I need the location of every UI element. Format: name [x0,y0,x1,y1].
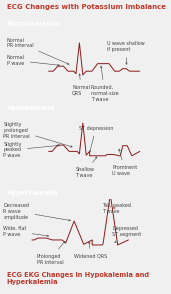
Text: Normokalemia: Normokalemia [7,21,61,27]
Text: ST depression: ST depression [79,126,113,152]
Text: Decreased
R wave
amplitude: Decreased R wave amplitude [3,203,70,221]
Text: Normal
QRS: Normal QRS [72,74,90,96]
Text: Slightly
prolonged
PR interval: Slightly prolonged PR interval [3,122,72,147]
Text: Slightly
peaked
P wave: Slightly peaked P wave [3,142,60,158]
Text: Depressed
ST segment: Depressed ST segment [112,226,142,243]
Text: Hyperkalemia: Hyperkalemia [7,190,58,196]
Text: ECG Changes with Potassium Imbalance: ECG Changes with Potassium Imbalance [7,4,166,10]
Text: U wave shallow
if present: U wave shallow if present [107,41,145,64]
Text: ECG EKG Changes in Hypokalemia and
Hyperkalemia: ECG EKG Changes in Hypokalemia and Hyper… [7,272,149,285]
Text: Normal
PR interval: Normal PR interval [7,38,69,64]
Text: Tall, peaked
T wave: Tall, peaked T wave [102,203,131,214]
Text: Shallow
T wave: Shallow T wave [75,157,97,178]
Text: Wide, flat
P wave: Wide, flat P wave [3,226,49,237]
Text: Hypokalemia: Hypokalemia [7,105,55,111]
Text: Widened QRS: Widened QRS [74,242,107,259]
Text: Rounded,
normal-size
T wave: Rounded, normal-size T wave [90,66,119,102]
Text: Prolonged
PR interval: Prolonged PR interval [37,241,65,265]
Text: Normal
P wave: Normal P wave [7,55,60,66]
Text: Prominent
U wave: Prominent U wave [112,149,137,176]
